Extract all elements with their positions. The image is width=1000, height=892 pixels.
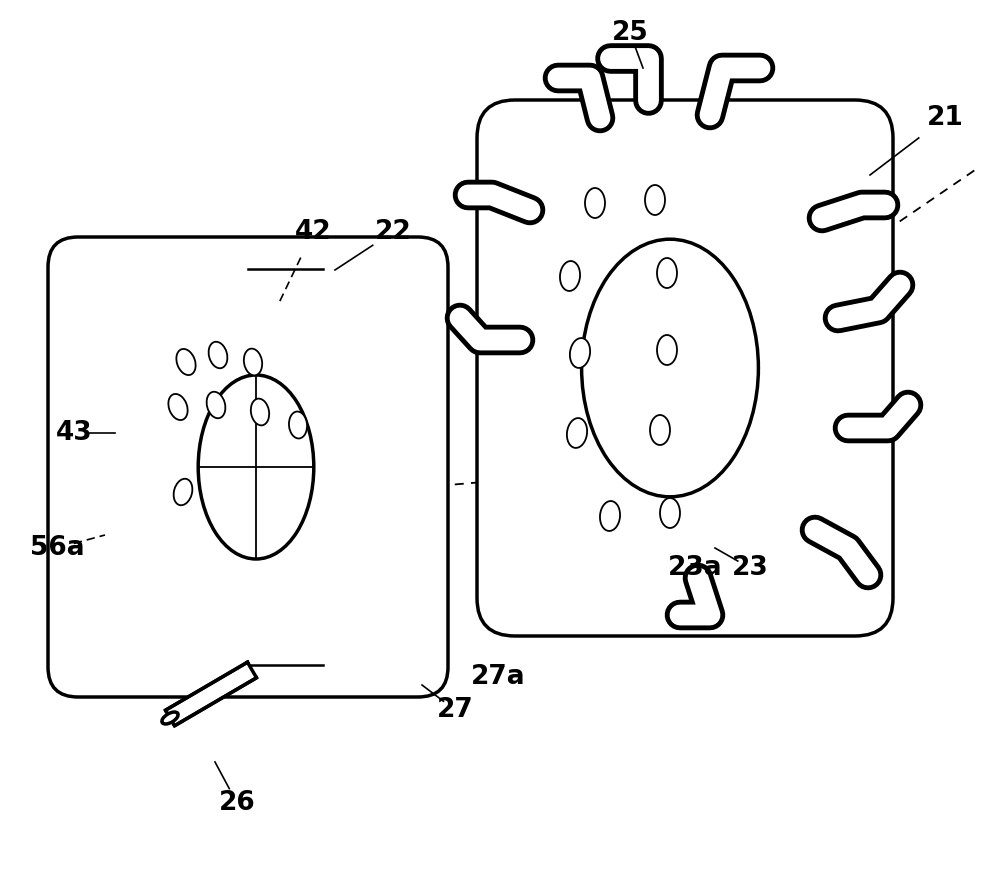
Ellipse shape [560, 261, 580, 291]
Ellipse shape [174, 479, 192, 505]
Text: 23a: 23a [668, 555, 722, 581]
Text: 27: 27 [437, 697, 473, 723]
FancyBboxPatch shape [48, 237, 448, 697]
Text: 43: 43 [56, 420, 92, 446]
Polygon shape [165, 662, 257, 726]
Ellipse shape [660, 498, 680, 528]
Ellipse shape [657, 335, 677, 365]
Ellipse shape [244, 349, 262, 376]
Ellipse shape [600, 501, 620, 531]
Ellipse shape [582, 239, 758, 497]
Text: 42: 42 [295, 219, 331, 245]
Ellipse shape [650, 415, 670, 445]
Ellipse shape [168, 394, 188, 420]
Ellipse shape [645, 185, 665, 215]
Ellipse shape [570, 338, 590, 368]
Text: 56a: 56a [30, 535, 84, 561]
Ellipse shape [198, 375, 314, 559]
Text: 23: 23 [732, 555, 768, 581]
Ellipse shape [657, 258, 677, 288]
Ellipse shape [209, 342, 227, 368]
Text: 25: 25 [612, 20, 648, 46]
Text: 26: 26 [219, 790, 255, 816]
Ellipse shape [176, 349, 196, 375]
FancyBboxPatch shape [477, 100, 893, 636]
Text: 27a: 27a [471, 664, 525, 690]
Text: 21: 21 [927, 105, 963, 131]
Ellipse shape [567, 418, 587, 448]
Ellipse shape [585, 188, 605, 218]
Ellipse shape [289, 411, 307, 439]
Ellipse shape [207, 392, 225, 418]
Ellipse shape [251, 399, 269, 425]
Ellipse shape [162, 712, 178, 724]
Text: 22: 22 [375, 219, 411, 245]
